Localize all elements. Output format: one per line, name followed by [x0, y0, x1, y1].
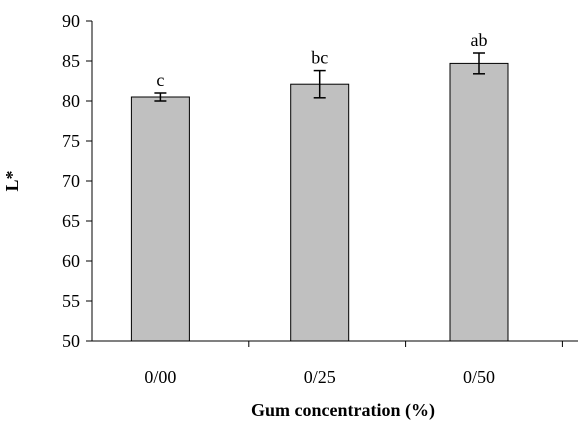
y-tick-label: 60: [62, 251, 80, 271]
x-axis-title: Gum concentration (%): [251, 400, 435, 421]
error-bars: [154, 52, 485, 102]
x-tick-label: 0/50: [463, 367, 495, 387]
y-axis-title: L*: [2, 170, 22, 191]
y-axis-ticks: 50 55 60 65 70 75 80 85 90: [62, 11, 92, 351]
bar: [130, 96, 190, 342]
y-tick-label: 85: [62, 51, 80, 71]
bar: [449, 62, 509, 342]
x-axis-category-labels: 0/000/250/500/75: [144, 367, 495, 387]
y-tick-label: 70: [62, 171, 80, 191]
bar: [290, 83, 350, 342]
y-tick-label: 75: [62, 131, 80, 151]
significance-label: c: [156, 70, 164, 90]
significance-labels: cbcaba: [156, 30, 488, 90]
significance-label: bc: [311, 48, 328, 68]
x-tick-label: 0/25: [304, 367, 336, 387]
y-tick-label: 80: [62, 91, 80, 111]
x-tick-label: 0/00: [144, 367, 176, 387]
y-tick-label: 65: [62, 211, 80, 231]
y-tick-label: 50: [62, 331, 80, 351]
y-tick-label: 90: [62, 11, 80, 31]
bars: [130, 62, 509, 342]
significance-label: ab: [471, 30, 488, 50]
y-tick-label: 55: [62, 291, 80, 311]
